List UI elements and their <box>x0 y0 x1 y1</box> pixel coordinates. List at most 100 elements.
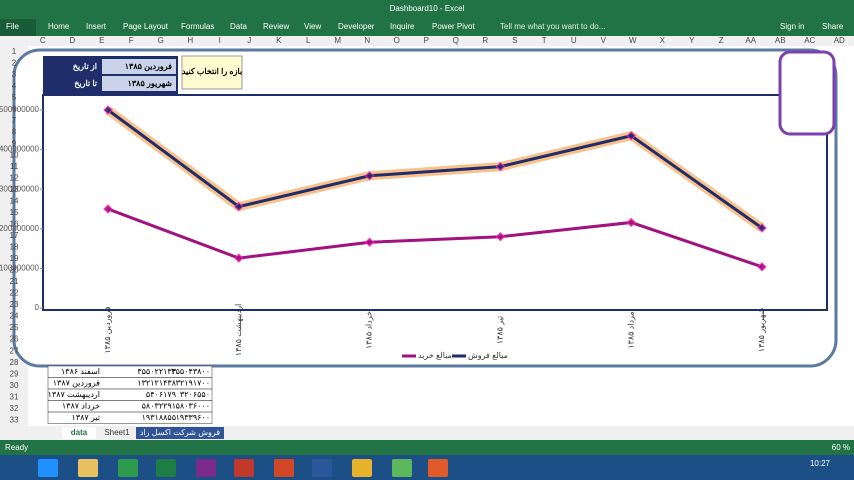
column-header: F <box>129 36 134 45</box>
taskbar-icon[interactable] <box>156 459 176 477</box>
sheet-tab[interactable] <box>136 427 224 439</box>
from-cell[interactable] <box>102 59 176 74</box>
ribbon-tab[interactable]: View <box>304 22 321 31</box>
ribbon-tab[interactable]: File <box>6 22 19 31</box>
table-cell: ۵۸۰۳۶۰۰۰ <box>176 401 210 410</box>
tell-me[interactable]: Tell me what you want to do... <box>500 22 605 31</box>
column-header: L <box>306 36 311 45</box>
column-header: N <box>364 36 370 45</box>
y-tick-label: 100000000 <box>0 264 40 273</box>
column-header: AC <box>804 36 815 45</box>
column-header: X <box>660 36 666 45</box>
column-header: K <box>276 36 282 45</box>
sheet-tab-label[interactable]: Sheet1 <box>104 428 130 437</box>
taskbar-icon[interactable] <box>196 459 216 477</box>
sheet-tab[interactable] <box>98 427 136 439</box>
table-cell: ۱۹۳۱۸۸۵۵ <box>142 413 176 422</box>
row-header: 18 <box>10 243 19 252</box>
ribbon-tab[interactable]: Power Pivot <box>432 22 475 31</box>
point-marker <box>234 201 244 212</box>
sign-in[interactable]: Sign in <box>780 22 804 31</box>
row-header: 7 <box>12 116 17 125</box>
table-cell: ۱۹۳۳۹۶۰۰ <box>176 413 210 422</box>
ribbon-tab[interactable]: Page Layout <box>123 22 169 31</box>
taskbar <box>0 455 854 480</box>
table-cell: ۳۲۰۶۵۵۰ <box>180 390 210 399</box>
point-marker <box>364 171 375 181</box>
ribbon-tab[interactable]: Formulas <box>181 22 214 31</box>
share[interactable]: Share <box>822 22 844 31</box>
row-header: 23 <box>10 300 19 309</box>
row-header: 17 <box>10 231 19 240</box>
window-title: Dashboard10 - Excel <box>390 4 465 13</box>
y-tick-label: 200000000 <box>0 224 40 233</box>
point-marker <box>626 217 636 228</box>
ribbon-tab[interactable]: Developer <box>338 22 375 31</box>
column-header: AA <box>745 36 756 45</box>
taskbar-icon[interactable] <box>118 459 138 477</box>
column-header: AD <box>834 36 845 45</box>
taskbar-icon[interactable] <box>234 459 254 477</box>
logo <box>778 50 836 136</box>
column-header-bar <box>0 36 854 46</box>
point-marker <box>103 204 113 214</box>
point-marker <box>626 131 636 141</box>
row-header: 30 <box>10 381 19 390</box>
column-header: P <box>424 36 429 45</box>
taskbar-icon[interactable] <box>312 459 332 477</box>
ribbon-tab[interactable]: Home <box>48 22 70 31</box>
row-header: 14 <box>10 197 19 206</box>
row-header: 11 <box>10 162 19 171</box>
zoom: 60 % <box>832 443 850 452</box>
ribbon-tab[interactable]: Insert <box>86 22 107 31</box>
column-header: Q <box>453 36 459 45</box>
plot-area <box>42 94 828 311</box>
point-marker <box>757 223 767 233</box>
table-row <box>47 411 213 424</box>
point-marker <box>495 161 506 172</box>
table-cell: ۵۴۰۶۱۷۹ <box>146 390 176 399</box>
sheet-tab-label[interactable]: فروش شرکت اکسل راد <box>140 428 220 437</box>
legend-label: مبالغ فروش <box>468 351 508 360</box>
taskbar-icon[interactable] <box>78 459 98 477</box>
table-cell: خرداد ۱۳۸۷ <box>62 401 100 410</box>
title-bar <box>0 0 854 36</box>
table-cell: ۳۲۱۹۱۷۰۰ <box>176 378 210 387</box>
column-header: Z <box>719 36 724 45</box>
series-line <box>107 108 763 230</box>
taskbar-icon[interactable] <box>428 459 448 477</box>
taskbar-icon[interactable] <box>352 459 372 477</box>
status-ready: Ready <box>5 443 28 452</box>
sheet-tab[interactable] <box>62 427 96 439</box>
row-header: 3 <box>12 70 17 79</box>
ribbon-tab[interactable]: Review <box>263 22 289 31</box>
table-cell: فروردین ۱۳۸۷ <box>53 378 100 387</box>
taskbar-icon[interactable] <box>274 459 294 477</box>
row-header: 2 <box>12 58 17 67</box>
row-header: 25 <box>10 323 19 332</box>
table-cell: ۳۵۵۰۲۲۱۳۳ <box>137 367 176 376</box>
sheet-tab-label[interactable]: data <box>71 428 88 437</box>
to-value: شهریور ۱۳۸۵ <box>128 79 173 89</box>
y-tick-label: 300000000 <box>0 184 40 193</box>
ribbon-tab[interactable]: Data <box>230 22 247 31</box>
row-header: 1 <box>12 47 17 56</box>
select-button[interactable] <box>181 55 243 90</box>
x-tick-label: اردیبهشت ۱۳۸۵ <box>234 304 243 356</box>
y-tick-label: 500000000 <box>0 105 40 114</box>
column-header: S <box>512 36 517 45</box>
select-button-label[interactable]: بازه را انتخاب کنید <box>182 67 242 77</box>
row-header: 12 <box>10 174 19 183</box>
to-cell[interactable] <box>102 76 176 91</box>
ribbon-tab[interactable]: Inquire <box>390 22 415 31</box>
taskbar-icon[interactable] <box>38 459 58 477</box>
to-label: تا تاریخ <box>74 79 98 89</box>
y-tick-label: 0 <box>35 303 40 312</box>
x-tick-label: فروردین ۱۳۸۵ <box>103 306 112 353</box>
x-tick-label: تیر ۱۳۸۵ <box>496 316 505 344</box>
taskbar-icon[interactable] <box>392 459 412 477</box>
column-header: W <box>629 36 637 45</box>
column-header: I <box>219 36 221 45</box>
file-tab[interactable] <box>0 19 36 36</box>
